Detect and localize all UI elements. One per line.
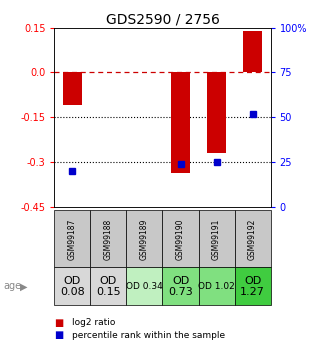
Text: OD
0.15: OD 0.15 (96, 276, 121, 297)
Text: OD
0.73: OD 0.73 (168, 276, 193, 297)
Text: OD 1.02: OD 1.02 (198, 282, 235, 291)
Text: GSM99191: GSM99191 (212, 218, 221, 259)
Bar (54, 267, 91, 305)
Text: GSM99190: GSM99190 (176, 218, 185, 260)
Bar (127, 267, 162, 305)
Bar (127, 210, 162, 267)
Bar (234, 210, 271, 267)
Bar (243, 31, 262, 72)
Text: ▶: ▶ (20, 282, 28, 291)
Bar (91, 210, 127, 267)
Bar (54, 210, 91, 267)
Text: age: age (3, 282, 21, 291)
Bar (162, 210, 198, 267)
Text: log2 ratio: log2 ratio (72, 318, 115, 327)
Text: GSM99188: GSM99188 (104, 218, 113, 259)
Bar (91, 267, 127, 305)
Bar (198, 210, 234, 267)
Text: GSM99192: GSM99192 (248, 218, 257, 259)
Text: ■: ■ (54, 331, 64, 340)
Text: OD
0.08: OD 0.08 (60, 276, 85, 297)
Bar (198, 267, 234, 305)
Bar (207, 72, 226, 153)
Bar (234, 267, 271, 305)
Bar (63, 72, 82, 105)
Text: OD 0.34: OD 0.34 (126, 282, 163, 291)
Text: ■: ■ (54, 318, 64, 327)
Title: GDS2590 / 2756: GDS2590 / 2756 (105, 12, 220, 27)
Bar (171, 72, 190, 172)
Text: GSM99189: GSM99189 (140, 218, 149, 259)
Text: GSM99187: GSM99187 (68, 218, 77, 259)
Text: percentile rank within the sample: percentile rank within the sample (72, 331, 225, 340)
Bar (162, 267, 198, 305)
Text: OD
1.27: OD 1.27 (240, 276, 265, 297)
